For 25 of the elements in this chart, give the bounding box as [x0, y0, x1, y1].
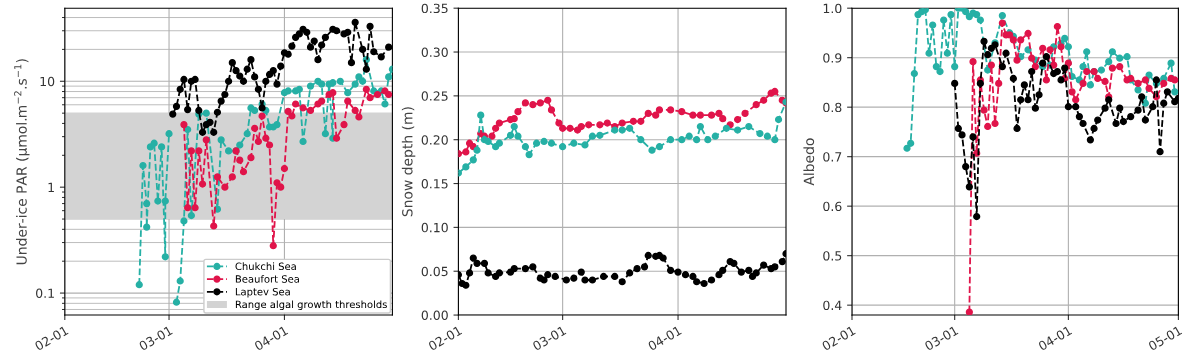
y-tick-label: 0.7	[823, 152, 842, 162]
y-tick-label: 0.25	[421, 91, 448, 101]
y-tick-label: 0.5	[823, 251, 842, 261]
y-tick-label: 0.30	[421, 47, 448, 57]
y-tick-label: 0.05	[421, 266, 448, 277]
y-tick-label: 0.6	[823, 201, 842, 212]
y-axis-title: Under-ice PAR (μmol.m$^{−2}$.s$^{−1}$)	[14, 59, 30, 265]
y-tick-label: 0.15	[421, 179, 448, 189]
y-axis-title: Snow depth (m)	[401, 107, 416, 217]
legend-label: Range algal growth thresholds	[235, 300, 387, 311]
y-axis-title: Albedo	[803, 138, 815, 186]
y-tick-label: 0.35	[421, 3, 448, 14]
y-tick-label: 0.20	[421, 135, 448, 145]
y-tick-label: 0.00	[421, 310, 448, 320]
legend-label: Beaufort Sea	[235, 275, 299, 283]
y-tick-label: 10	[40, 76, 55, 87]
y-tick-label: 0.9	[823, 53, 842, 63]
y-tick-label: 1	[48, 182, 54, 192]
y-tick-label: 0.8	[823, 102, 842, 113]
y-tick-label: 1.0	[823, 3, 842, 14]
legend-label: Laptev Sea	[235, 287, 290, 298]
y-tick-label: 0.4	[823, 300, 842, 311]
legend-label: Chukchi Sea	[235, 262, 296, 271]
y-tick-label: 0.10	[421, 222, 448, 233]
y-tick-label: 0.1	[36, 288, 54, 298]
